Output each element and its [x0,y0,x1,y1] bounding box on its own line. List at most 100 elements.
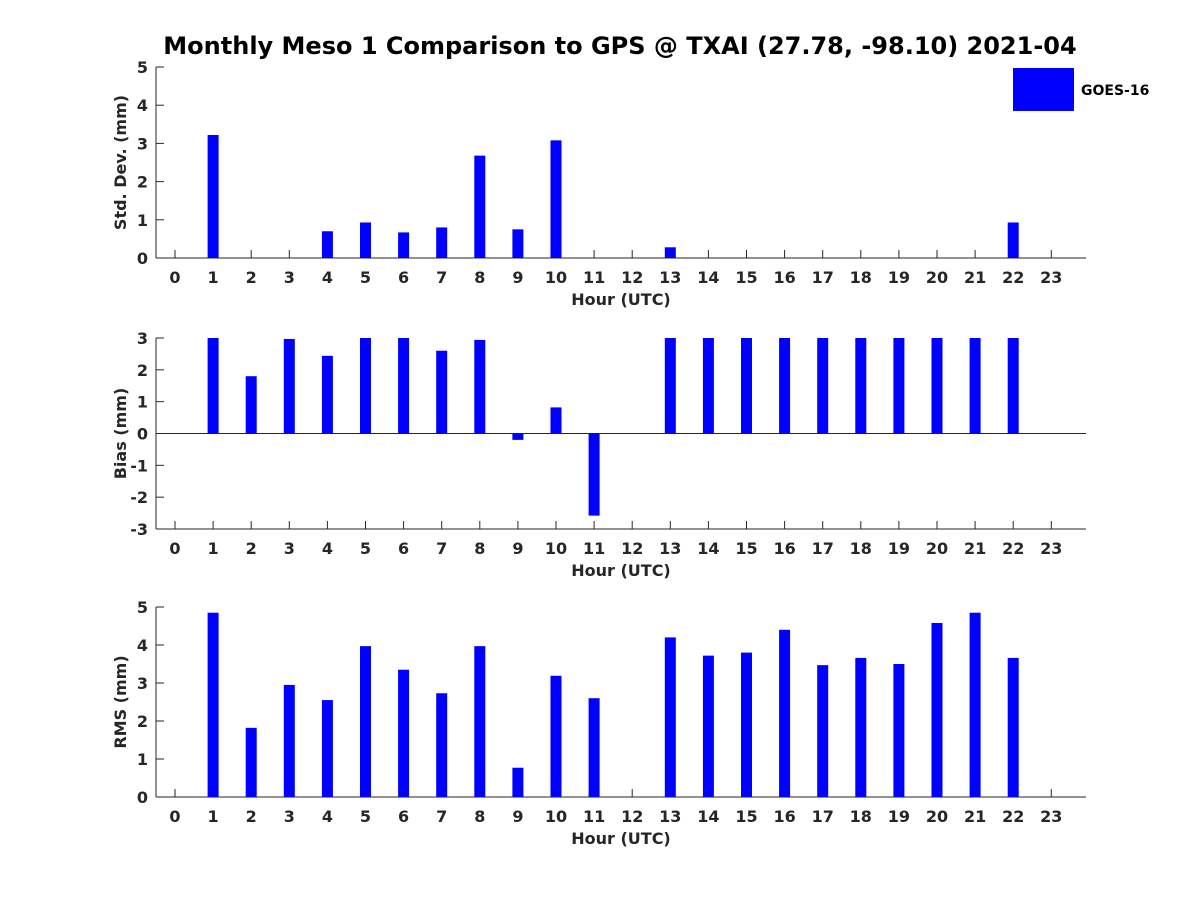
bar-hour-13 [664,637,676,797]
x-tick-label: 21 [964,268,986,287]
x-tick-label: 16 [773,268,795,287]
bar-hour-22 [1007,657,1019,797]
y-tick-label: 4 [137,636,148,655]
x-tick-label: 17 [812,268,834,287]
x-axis-label: Hour (UTC) [571,290,671,309]
x-tick-label: 9 [512,268,523,287]
bar-hour-8 [474,646,486,797]
x-tick-label: 6 [398,539,409,558]
bar-hour-3 [283,684,295,797]
bar-hour-20 [931,338,943,434]
bar-hour-11 [588,433,600,516]
y-tick-label: 0 [137,249,148,268]
x-tick-label: 4 [322,268,333,287]
x-tick-label: 16 [773,539,795,558]
bar-hour-8 [474,155,486,258]
x-tick-label: 12 [621,539,643,558]
bar-hour-3 [283,338,295,434]
x-axis-label: Hour (UTC) [571,829,671,848]
x-tick-label: 23 [1040,807,1062,826]
x-tick-label: 17 [812,807,834,826]
x-axis-label: Hour (UTC) [571,561,671,580]
x-tick-label: 0 [169,807,180,826]
x-tick-label: 15 [735,268,757,287]
y-tick-label: 3 [137,134,148,153]
bar-hour-18 [855,338,867,434]
y-tick-label: 1 [137,211,148,230]
bar-hour-9 [512,433,524,440]
bar-hour-14 [702,655,714,797]
x-tick-label: 14 [697,807,719,826]
x-tick-label: 10 [545,807,567,826]
x-tick-label: 13 [659,807,681,826]
x-tick-label: 1 [208,807,219,826]
x-tick-label: 8 [474,268,485,287]
x-tick-label: 14 [697,268,719,287]
y-tick-label: -1 [130,456,148,475]
bar-hour-4 [321,355,333,434]
x-tick-label: 3 [284,268,295,287]
x-tick-label: 11 [583,268,605,287]
x-tick-label: 2 [246,807,257,826]
bar-hour-21 [969,612,981,797]
x-tick-label: 4 [322,539,333,558]
bar-hour-22 [1007,222,1019,258]
bar-hour-16 [779,338,791,434]
x-tick-label: 12 [621,268,643,287]
bar-hour-19 [893,338,905,434]
y-tick-label: 5 [137,58,148,77]
bar-hour-1 [207,612,219,797]
x-tick-label: 10 [545,268,567,287]
y-tick-label: 2 [137,712,148,731]
bar-hour-5 [360,222,371,258]
x-tick-label: 22 [1002,539,1024,558]
x-tick-label: 1 [208,539,219,558]
x-tick-label: 7 [436,539,447,558]
x-tick-label: 5 [360,268,371,287]
bar-hour-14 [702,338,714,434]
y-tick-label: 5 [137,598,148,617]
x-tick-label: 21 [964,807,986,826]
x-tick-label: 19 [888,268,910,287]
bar-hour-6 [398,232,410,258]
y-tick-label: 3 [137,674,148,693]
y-tick-label: 0 [137,425,148,444]
bar-hour-2 [245,376,257,434]
bar-hour-6 [398,338,410,434]
bar-hour-5 [360,646,371,797]
bar-hour-1 [207,338,219,434]
x-tick-label: 22 [1002,268,1024,287]
x-tick-label: 18 [850,268,872,287]
x-tick-label: 2 [246,268,257,287]
x-tick-label: 0 [169,268,180,287]
x-tick-label: 8 [474,539,485,558]
bar-hour-13 [664,247,676,258]
bar-hour-10 [550,675,562,797]
x-tick-label: 3 [284,807,295,826]
bar-hour-7 [436,227,448,258]
bar-hour-17 [817,338,829,434]
y-axis-label: Std. Dev. (mm) [111,95,130,230]
y-tick-label: 4 [137,96,148,115]
bar-hour-5 [360,338,371,434]
x-tick-label: 20 [926,807,948,826]
bar-hour-9 [512,767,524,797]
bar-hour-1 [207,134,219,258]
x-tick-label: 19 [888,539,910,558]
bar-hour-9 [512,229,524,258]
bar-hour-10 [550,140,562,258]
bar-hour-15 [741,338,752,434]
y-tick-label: -2 [130,488,148,507]
x-tick-label: 21 [964,539,986,558]
x-tick-label: 19 [888,807,910,826]
x-tick-label: 6 [398,807,409,826]
y-tick-label: -3 [130,520,148,539]
bar-hour-17 [817,665,829,797]
x-tick-label: 9 [512,539,523,558]
bar-hour-6 [398,669,410,797]
bar-hour-10 [550,407,562,434]
